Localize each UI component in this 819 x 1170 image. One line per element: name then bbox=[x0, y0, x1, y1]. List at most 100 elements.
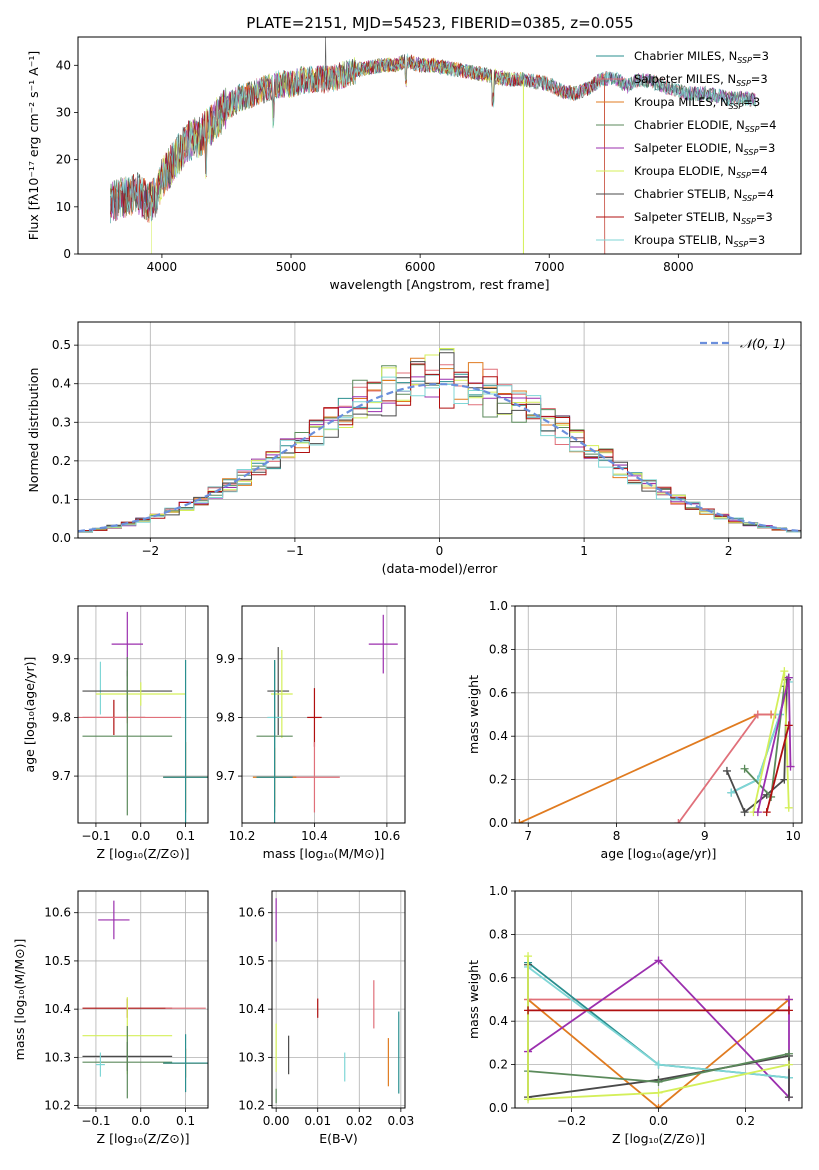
axes-frame bbox=[77, 890, 209, 1109]
y-axis-label: mass weight bbox=[466, 675, 481, 754]
spectrum-marks bbox=[110, 37, 756, 254]
y-tick-label: 9.9 bbox=[216, 652, 235, 666]
x-tick-label: 10.4 bbox=[301, 829, 328, 843]
y-tick-label: 0 bbox=[63, 247, 71, 261]
y-tick-label: 0.6 bbox=[489, 971, 508, 985]
legend-entry: Kroupa MILES, NSSP=3 bbox=[634, 95, 760, 111]
x-tick-label: 0.1 bbox=[176, 829, 195, 843]
weight-point-marker bbox=[762, 808, 771, 817]
errorbar-point bbox=[82, 1026, 173, 1099]
x-tick-label: 4000 bbox=[147, 260, 178, 274]
weight-point-marker bbox=[780, 667, 789, 676]
y-tick-label: 0.2 bbox=[489, 1058, 508, 1072]
x-tick-label: 2 bbox=[725, 544, 733, 558]
spectrum-legend: Chabrier MILES, NSSP=3 Salpeter MILES, NS… bbox=[596, 49, 776, 249]
x-tick-label: 9 bbox=[701, 829, 709, 843]
y-tick-label: 10.3 bbox=[44, 1050, 71, 1064]
weight-point-marker bbox=[524, 1095, 533, 1104]
errorbar-point bbox=[98, 900, 130, 940]
x-axis-label: Z [log₁₀(Z/Z⊙)] bbox=[97, 846, 190, 861]
weight-series-salpeter-elodie bbox=[527, 959, 790, 1100]
y-tick-label: 9.8 bbox=[216, 710, 235, 724]
legend-entry: Chabrier MILES, NSSP=3 bbox=[634, 49, 769, 65]
residual_hist-marks bbox=[78, 348, 801, 533]
x-tick-label: 8 bbox=[613, 829, 621, 843]
y-tick-label: 0.4 bbox=[489, 729, 508, 743]
y-tick-label: 10.6 bbox=[44, 906, 71, 920]
errorbar-point bbox=[368, 614, 398, 674]
errorbar-point bbox=[267, 647, 290, 736]
x-axis-label: age [log₁₀(age/yr)] bbox=[601, 846, 717, 861]
x-axis-label: (data-model)/error bbox=[382, 561, 499, 576]
y-tick-label: 10.4 bbox=[238, 1002, 265, 1016]
weight_vs_age-panel: 7 8 9 10 0.0 0.2 0.4 0.6 0.8 1.0 age [log₁₀(age/yr… bbox=[466, 599, 803, 861]
x-axis-label: wavelength [Angstrom, rest frame] bbox=[329, 277, 549, 292]
age_vs_Z-panel: −0.1 0.0 0.1 9.7 9.8 9.9 Z [log₁₀(Z/Z⊙)] age [l… bbox=[22, 605, 209, 861]
legend-entry: Kroupa ELODIE, NSSP=4 bbox=[634, 164, 768, 180]
weight-point-marker bbox=[654, 1088, 663, 1097]
x-tick-label: 10 bbox=[786, 829, 801, 843]
x-tick-label: 0.0 bbox=[131, 1114, 150, 1128]
age_vs_mass-panel: 10.2 10.4 10.6 9.7 9.8 9.9 mass [log₁₀(M/M⊙)] bbox=[216, 605, 406, 861]
weight_vs_age-marks bbox=[515, 667, 795, 823]
x-tick-label: 6000 bbox=[405, 260, 436, 274]
x-tick-label: 0.1 bbox=[176, 1114, 195, 1128]
legend-entry: Salpeter ELODIE, NSSP=3 bbox=[634, 141, 775, 157]
x-tick-label: 0.02 bbox=[346, 1114, 373, 1128]
x-axis-label: Z [log₁₀(Z/Z⊙)] bbox=[97, 1131, 190, 1146]
x-tick-label: −0.1 bbox=[81, 829, 110, 843]
y-axis-label: mass [log₁₀(M/M⊙)] bbox=[12, 939, 27, 1061]
x-tick-label: 10.6 bbox=[374, 829, 401, 843]
x-tick-label: 1 bbox=[580, 544, 588, 558]
y-tick-label: 0.8 bbox=[489, 927, 508, 941]
weight-point-marker bbox=[784, 803, 793, 812]
spectrum-line-kroupa-stelib bbox=[110, 53, 756, 222]
weight-series-kroupa-miles bbox=[527, 998, 790, 1108]
normal-reference-curve bbox=[78, 382, 799, 533]
weight-point-marker bbox=[784, 1049, 793, 1058]
weight-point-marker bbox=[784, 1060, 793, 1069]
y-tick-label: 10.6 bbox=[238, 906, 265, 920]
y-tick-label: 0.6 bbox=[489, 686, 508, 700]
mass_vs_Z-marks bbox=[82, 900, 208, 1099]
y-tick-label: 1.0 bbox=[489, 884, 508, 898]
x-tick-label: 10.2 bbox=[229, 829, 256, 843]
weight-point-marker bbox=[784, 721, 793, 730]
y-tick-label: 1.0 bbox=[489, 599, 508, 613]
x-tick-label: 0.01 bbox=[304, 1114, 331, 1128]
weight_vs_Z-panel: −0.2 0.0 0.2 0.0 0.2 0.4 0.6 0.8 1.0 Z [log₁₀(Z/Z… bbox=[466, 884, 803, 1146]
x-tick-label: 7 bbox=[524, 829, 532, 843]
weight-series-kroupa-miles bbox=[519, 713, 772, 823]
weight-point-marker bbox=[524, 1006, 533, 1015]
y-tick-label: 20 bbox=[56, 153, 71, 167]
errorbar-point bbox=[82, 657, 173, 816]
axes-frame bbox=[77, 605, 209, 824]
histogram-step-salpeter-stelib bbox=[78, 363, 801, 533]
errorbar-point bbox=[289, 742, 340, 813]
axes-frame bbox=[514, 605, 803, 824]
y-tick-label: 10.5 bbox=[44, 954, 71, 968]
y-tick-label: 9.9 bbox=[52, 652, 71, 666]
weight-point-marker bbox=[740, 764, 749, 773]
y-axis-label: Normed distribution bbox=[26, 368, 41, 493]
axes-frame bbox=[241, 605, 406, 824]
weight-point-marker bbox=[740, 808, 749, 817]
x-tick-label: 0.00 bbox=[263, 1114, 290, 1128]
legend-entry: Salpeter STELIB, NSSP=3 bbox=[634, 210, 773, 226]
errorbar-point bbox=[256, 659, 293, 823]
y-tick-label: 10.5 bbox=[238, 954, 265, 968]
x-tick-label: −2 bbox=[141, 544, 159, 558]
errorbar-point bbox=[163, 659, 208, 823]
weight-series-salpeter-stelib bbox=[765, 725, 790, 813]
weight-point-marker bbox=[654, 956, 663, 965]
axes-frame bbox=[77, 36, 802, 255]
spectrum-panel: 4000 5000 6000 7000 8000 0 10 20 30 40 wavelength … bbox=[26, 36, 802, 292]
y-tick-label: 0.0 bbox=[489, 816, 508, 830]
x-axis-label: Z [log₁₀(Z/Z⊙)] bbox=[612, 1131, 705, 1146]
y-tick-label: 10 bbox=[56, 200, 71, 214]
y-tick-label: 0.8 bbox=[489, 642, 508, 656]
weight-point-marker bbox=[786, 762, 795, 771]
weight-point-marker bbox=[524, 952, 533, 961]
legend-entry: Kroupa STELIB, NSSP=3 bbox=[634, 233, 765, 249]
